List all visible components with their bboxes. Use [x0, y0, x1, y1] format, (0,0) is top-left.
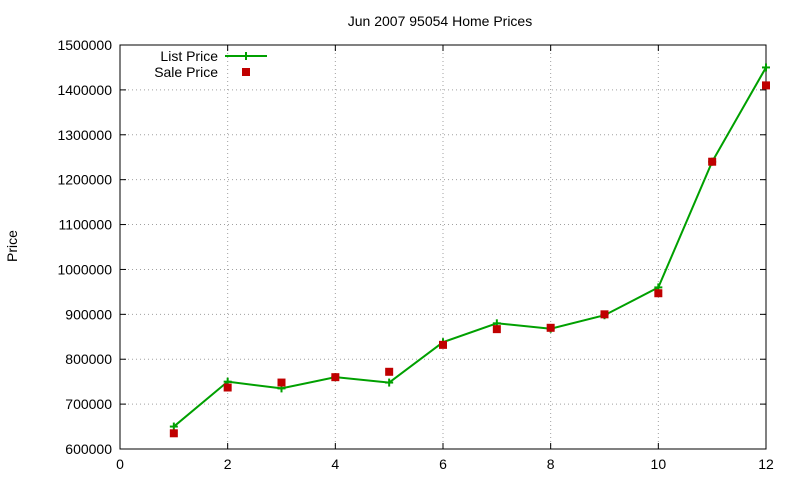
- x-tick-label: 0: [116, 456, 124, 472]
- list-price-point: [169, 422, 178, 431]
- series-layer: [169, 63, 770, 438]
- x-tick-label: 10: [651, 456, 667, 472]
- legend-sample-marker: [242, 52, 250, 60]
- y-tick-label: 700000: [65, 396, 112, 412]
- x-tick-label: 2: [224, 456, 232, 472]
- legend-label: List Price: [160, 48, 218, 64]
- list-price-point: [385, 378, 394, 387]
- x-tick-label: 4: [331, 456, 339, 472]
- x-tick-label: 8: [547, 456, 555, 472]
- sale-price-point: [223, 383, 232, 392]
- y-tick-label: 1300000: [57, 127, 112, 143]
- sale-price-point: [708, 157, 717, 166]
- sale-price-point: [331, 373, 340, 382]
- y-tick-label: 800000: [65, 351, 112, 367]
- sale-price-point: [762, 81, 770, 90]
- y-tick-label: 600000: [65, 441, 112, 457]
- sale-price-point: [169, 429, 178, 438]
- x-tick-label: 12: [758, 456, 774, 472]
- list-price-line: [173, 66, 767, 428]
- y-tick-label: 1200000: [57, 172, 112, 188]
- y-tick-label: 1400000: [57, 82, 112, 98]
- list-price-point: [762, 63, 770, 72]
- y-tick-label: 1100000: [59, 217, 113, 233]
- y-tick-label: 1000000: [57, 261, 112, 277]
- sale-price-point: [439, 340, 447, 349]
- legend-label: Sale Price: [154, 64, 218, 80]
- sale-price-point: [492, 325, 501, 334]
- sale-price-point: [385, 367, 394, 376]
- sale-price-point: [277, 378, 286, 387]
- y-tick-label: 900000: [65, 306, 112, 322]
- sale-price-point: [654, 289, 663, 298]
- sale-price-point: [600, 310, 609, 319]
- x-tick-label: 6: [439, 456, 447, 472]
- axis-layer: 0 2 4 6 8 10 12 600000 700000 800000 900000 1000000…: [57, 37, 774, 472]
- sale-price-point: [546, 323, 555, 332]
- y-axis-label: Price: [4, 230, 20, 262]
- y-tick-label: 1500000: [57, 37, 112, 53]
- chart-title: Jun 2007 95054 Home Prices: [348, 13, 532, 29]
- legend-sample-marker: [242, 68, 250, 76]
- grid-layer: [120, 45, 766, 449]
